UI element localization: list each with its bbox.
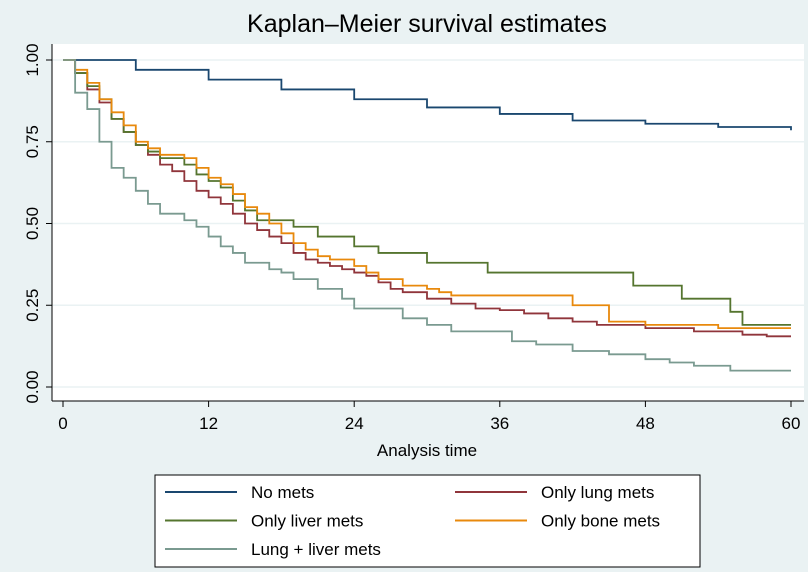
x-tick-label: 24 [345,414,364,433]
survival-line [63,59,791,326]
x-tick-label: 36 [490,414,509,433]
y-tick-label: 1.00 [23,43,42,76]
legend-label: No mets [251,483,314,502]
legend-box [154,474,701,568]
x-tick-label: 48 [636,414,655,433]
x-tick-label: 60 [782,414,801,433]
y-tick-label: 0.00 [23,370,42,403]
legend-label: Only bone mets [541,512,660,531]
survival-line [63,59,791,372]
x-axis-title: Analysis time [377,441,477,460]
chart-title: Kaplan–Meier survival estimates [247,10,607,38]
x-tick-label: 12 [199,414,218,433]
legend-label: Only liver mets [251,512,363,531]
plot-area [52,44,804,401]
y-tick-label: 0.25 [23,289,42,322]
survival-line [63,59,791,330]
legend-label: Only lung mets [541,483,654,502]
y-tick-label: 0.50 [23,207,42,240]
legend-label: Lung + liver mets [251,540,381,559]
y-tick-label: 0.75 [23,125,42,158]
x-tick-label: 0 [58,414,67,433]
survival-line [63,59,792,131]
